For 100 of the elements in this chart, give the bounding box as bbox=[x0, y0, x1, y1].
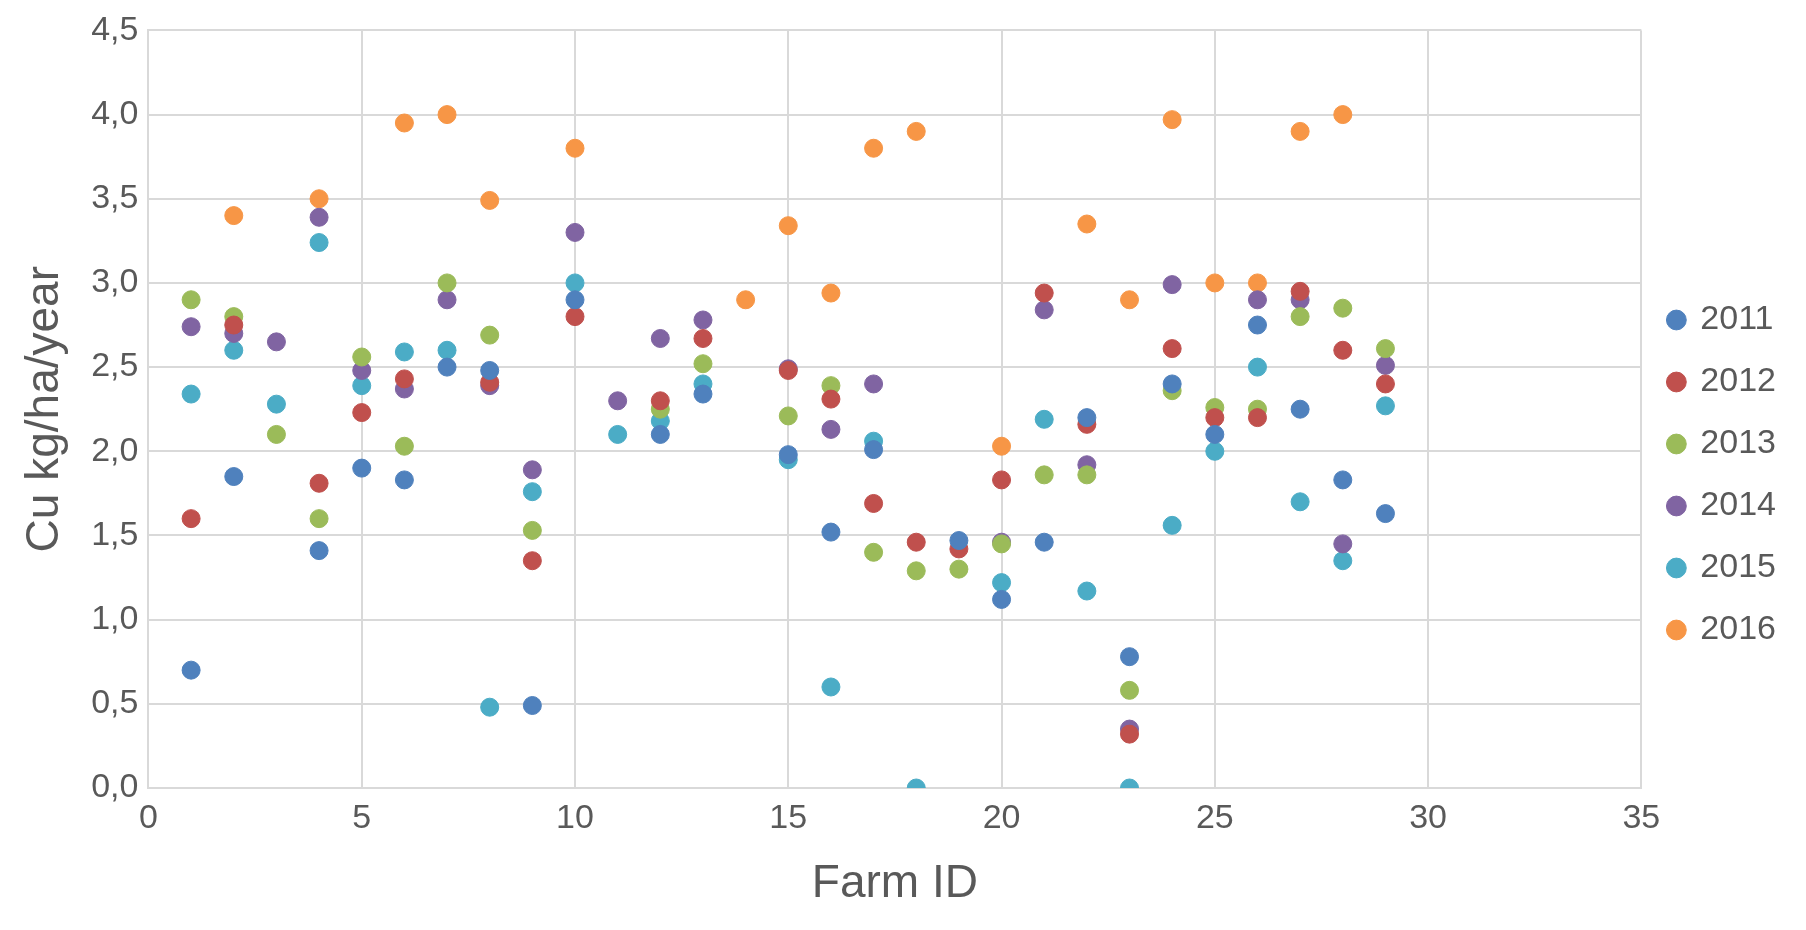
x-tick-label: 0 bbox=[139, 796, 158, 835]
point bbox=[1077, 408, 1097, 428]
point bbox=[650, 328, 670, 348]
point bbox=[565, 222, 585, 242]
y-tick-label: 4,0 bbox=[91, 92, 139, 131]
point bbox=[1333, 534, 1353, 554]
point bbox=[864, 440, 884, 460]
point bbox=[565, 273, 585, 293]
point bbox=[565, 138, 585, 158]
point bbox=[1290, 307, 1310, 327]
point bbox=[1290, 492, 1310, 512]
x-tick-label: 35 bbox=[1622, 796, 1661, 835]
point bbox=[309, 189, 329, 209]
point bbox=[906, 121, 926, 141]
point bbox=[522, 551, 542, 571]
point bbox=[1247, 408, 1267, 428]
x-tick-label: 5 bbox=[352, 796, 372, 835]
y-tick-label: 3,0 bbox=[91, 261, 139, 300]
point bbox=[224, 206, 244, 226]
y-tick-label: 3,5 bbox=[91, 177, 139, 216]
point bbox=[352, 403, 372, 423]
point bbox=[181, 384, 201, 404]
point bbox=[778, 445, 798, 465]
point bbox=[1120, 680, 1140, 700]
point bbox=[1034, 465, 1054, 485]
point bbox=[1333, 105, 1353, 125]
point bbox=[1247, 273, 1267, 293]
point bbox=[480, 360, 500, 380]
point bbox=[181, 660, 201, 680]
point bbox=[949, 559, 969, 579]
point bbox=[864, 542, 884, 562]
y-tick-label: 2,5 bbox=[91, 345, 139, 384]
point bbox=[906, 532, 926, 552]
point bbox=[1205, 441, 1225, 461]
point bbox=[309, 473, 329, 493]
x-tick-label: 20 bbox=[982, 796, 1021, 835]
point bbox=[778, 216, 798, 236]
point bbox=[1120, 290, 1140, 310]
point bbox=[778, 406, 798, 426]
point bbox=[1077, 214, 1097, 234]
point bbox=[1034, 532, 1054, 552]
point bbox=[394, 470, 414, 490]
point bbox=[1120, 724, 1140, 744]
legend-label: 2012 bbox=[1700, 360, 1776, 399]
point bbox=[650, 424, 670, 444]
point bbox=[224, 340, 244, 360]
legend-label: 2014 bbox=[1700, 484, 1776, 523]
point bbox=[992, 573, 1012, 593]
y-tick-label: 1,0 bbox=[91, 598, 139, 637]
point bbox=[608, 424, 628, 444]
point bbox=[821, 389, 841, 409]
point bbox=[352, 458, 372, 478]
point bbox=[224, 315, 244, 335]
point bbox=[906, 561, 926, 581]
point bbox=[992, 436, 1012, 456]
point bbox=[693, 310, 713, 330]
point bbox=[992, 470, 1012, 490]
point bbox=[394, 113, 414, 133]
point bbox=[693, 354, 713, 374]
point bbox=[1333, 470, 1353, 490]
x-tick-label: 30 bbox=[1409, 796, 1448, 835]
point bbox=[1077, 581, 1097, 601]
point bbox=[437, 273, 457, 293]
point bbox=[1333, 340, 1353, 360]
y-tick-label: 0,5 bbox=[91, 682, 139, 721]
point bbox=[1290, 121, 1310, 141]
point bbox=[864, 374, 884, 394]
point bbox=[1375, 355, 1395, 375]
point bbox=[693, 384, 713, 404]
x-tick-label: 15 bbox=[769, 796, 808, 835]
point bbox=[480, 697, 500, 717]
point bbox=[394, 436, 414, 456]
point bbox=[1247, 315, 1267, 335]
point bbox=[1333, 551, 1353, 571]
point bbox=[1333, 298, 1353, 318]
y-tick-label: 0,0 bbox=[91, 766, 139, 805]
point bbox=[437, 340, 457, 360]
point bbox=[736, 290, 756, 310]
point bbox=[266, 332, 286, 352]
point bbox=[437, 357, 457, 377]
point bbox=[480, 325, 500, 345]
x-axis-title: Farm ID bbox=[811, 855, 978, 908]
point bbox=[992, 589, 1012, 609]
point bbox=[1290, 281, 1310, 301]
point bbox=[565, 290, 585, 310]
point bbox=[1162, 275, 1182, 295]
y-tick-label: 4,5 bbox=[91, 8, 139, 47]
point bbox=[1375, 504, 1395, 524]
point bbox=[522, 460, 542, 480]
point bbox=[1162, 374, 1182, 394]
y-axis-title: Cu kg/ha/year bbox=[16, 266, 69, 553]
point bbox=[1247, 357, 1267, 377]
y-tick-label: 2,0 bbox=[91, 429, 139, 468]
point bbox=[181, 509, 201, 529]
point bbox=[949, 531, 969, 551]
point bbox=[608, 391, 628, 411]
point bbox=[1162, 110, 1182, 130]
point bbox=[1162, 339, 1182, 359]
point bbox=[522, 696, 542, 716]
point bbox=[1034, 283, 1054, 303]
